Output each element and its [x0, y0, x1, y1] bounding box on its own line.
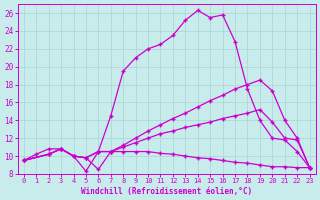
X-axis label: Windchill (Refroidissement éolien,°C): Windchill (Refroidissement éolien,°C): [81, 187, 252, 196]
